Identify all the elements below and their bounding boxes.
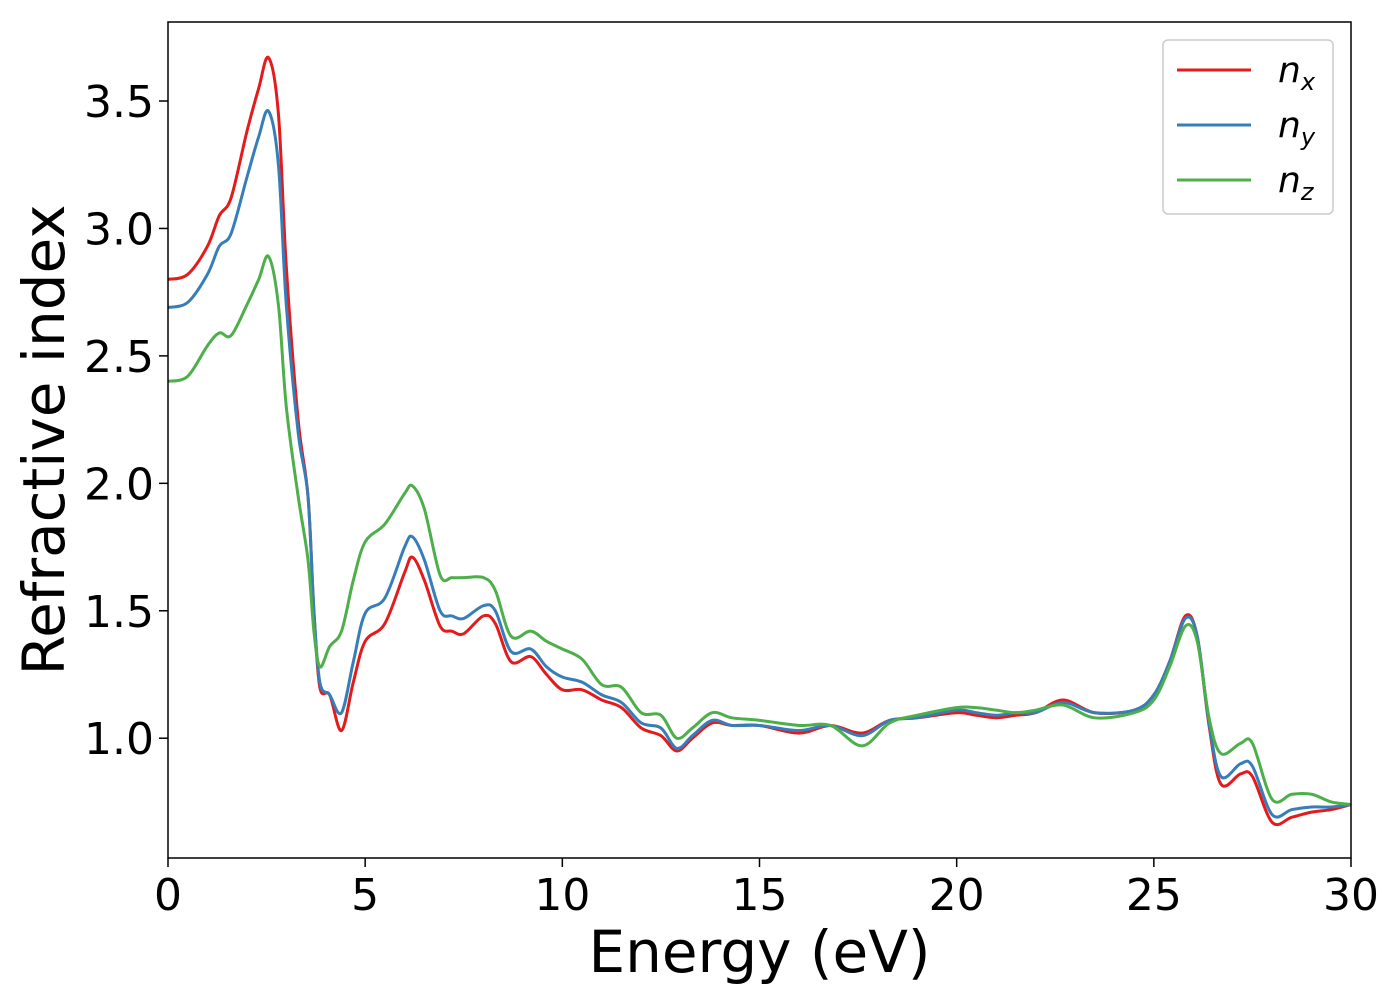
- x-tick-label: 15: [732, 870, 788, 921]
- y-tick-label: 1.0: [84, 714, 154, 765]
- series-line-ny: [168, 109, 1351, 819]
- y-tick-label: 2.5: [84, 332, 154, 383]
- x-tick-label: 5: [351, 870, 379, 921]
- y-tick-label: 1.5: [84, 587, 154, 638]
- y-tick-label: 3.5: [84, 77, 154, 128]
- y-tick-label: 2.0: [84, 459, 154, 510]
- x-tick-label: 20: [929, 870, 985, 921]
- x-tick-label: 10: [534, 870, 590, 921]
- series-line-nz: [168, 254, 1351, 806]
- y-tick-label: 3.0: [84, 204, 154, 255]
- y-axis-label: Refractive index: [10, 204, 78, 675]
- x-axis-label: Energy (eV): [588, 918, 930, 986]
- legend-box: [1162, 39, 1334, 215]
- x-axis-ticks: 0 5 10 15 20 25 30: [154, 858, 1379, 921]
- x-tick-label: 30: [1323, 870, 1379, 921]
- x-tick-label: 25: [1126, 870, 1182, 921]
- series-layer: [168, 55, 1351, 827]
- y-axis-ticks: 1.0 1.5 2.0 2.5 3.0 3.5: [84, 77, 168, 765]
- x-tick-label: 0: [154, 870, 182, 921]
